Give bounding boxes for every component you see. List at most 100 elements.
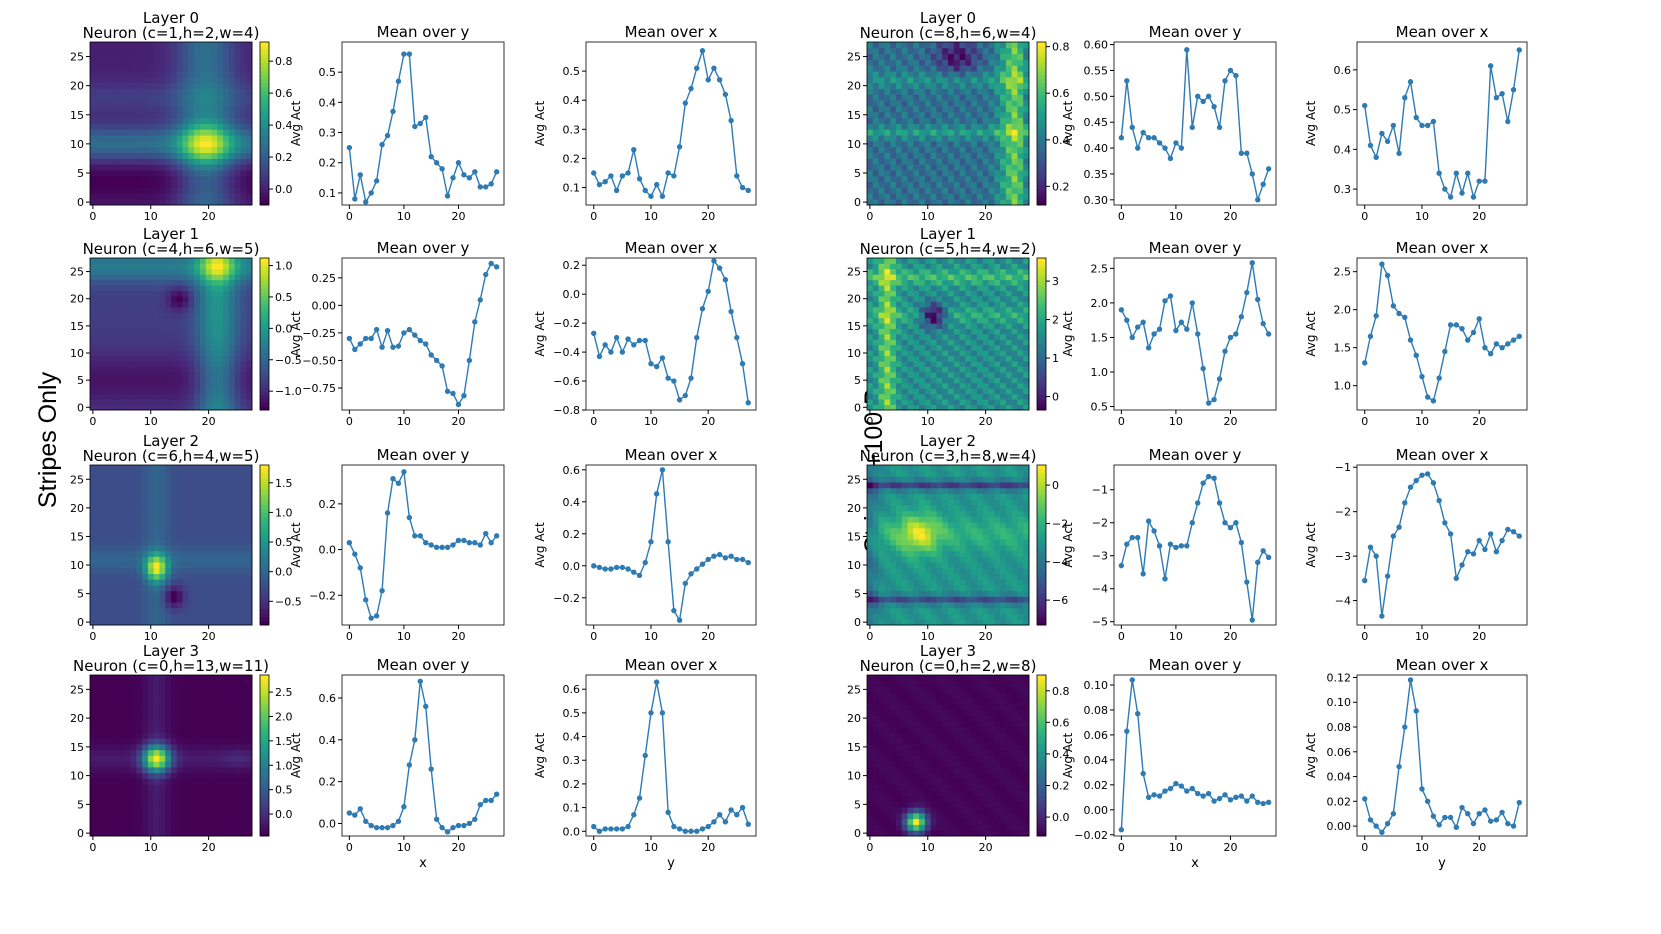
- heatmap-cell: [153, 516, 160, 523]
- heatmap-cell: [234, 350, 241, 357]
- heatmap-cell: [188, 499, 195, 506]
- heatmap-cell: [118, 123, 126, 130]
- heatmap-cell: [182, 470, 189, 477]
- heatmap-cell: [101, 117, 108, 124]
- heatmap-cell: [211, 619, 218, 626]
- heatmap-cell: [217, 487, 224, 494]
- colorbar-segment: [1037, 127, 1046, 133]
- heatmap-cell: [118, 573, 126, 580]
- heatmap-cell: [246, 807, 253, 814]
- heatmap-cell: [182, 567, 189, 574]
- heatmap-cell: [101, 377, 108, 384]
- heatmap-cell: [95, 749, 102, 756]
- heatmap-cell: [107, 505, 114, 512]
- heatmap-cell: [240, 117, 247, 124]
- heatmap-cell: [228, 76, 236, 84]
- heatmap-cell: [205, 334, 212, 340]
- heatmap-cell: [147, 738, 155, 745]
- heatmap-cell: [223, 487, 230, 494]
- heatmap-cell: [872, 388, 879, 395]
- heatmap-cell: [188, 193, 195, 200]
- heatmap-cell: [199, 579, 207, 586]
- heatmap-cell: [982, 164, 989, 171]
- heatmap-cell: [211, 71, 218, 78]
- heatmap-cell: [936, 399, 943, 405]
- heatmap-cell: [90, 274, 97, 281]
- heatmap-cell: [142, 399, 149, 405]
- heatmap-cell: [95, 499, 102, 506]
- heatmap-cell: [1000, 123, 1007, 130]
- heatmap-cell: [234, 556, 241, 563]
- heatmap-cell: [182, 193, 189, 200]
- heatmap-cell: [1017, 170, 1024, 177]
- heatmap-cell: [228, 818, 236, 825]
- heatmap-cell: [101, 567, 108, 574]
- heatmap-cell: [194, 482, 201, 489]
- heatmap-cell: [194, 539, 201, 546]
- heatmap-cell: [159, 732, 166, 739]
- heatmap-cell: [182, 312, 189, 319]
- heatmap-cell: [142, 715, 149, 722]
- heatmap-cell: [95, 703, 102, 710]
- heatmap-cell: [878, 399, 885, 405]
- heatmap-cell: [211, 493, 218, 500]
- colorbar-segment: [260, 402, 269, 407]
- heatmap-cell: [176, 675, 183, 682]
- heatmap-cell: [901, 146, 908, 154]
- heatmap-cell: [199, 158, 207, 165]
- heatmap-cell: [246, 813, 253, 820]
- heatmap-cell: [942, 377, 949, 384]
- heatmap-cell: [118, 795, 126, 802]
- heatmap-cell: [1023, 399, 1030, 405]
- colorbar-segment: [260, 372, 269, 377]
- colorbar-segment: [260, 747, 269, 752]
- colorbar-segment: [260, 353, 269, 358]
- data-point-mean-over-y-p1: [373, 326, 380, 333]
- data-point-mean-over-x-p3: [636, 795, 643, 801]
- heatmap-cell: [171, 42, 178, 49]
- heatmap-cell: [113, 527, 120, 534]
- heatmap-cell: [147, 76, 155, 84]
- heatmap-cell: [118, 516, 126, 523]
- heatmap-cell: [924, 117, 932, 124]
- heatmap-cell: [228, 824, 236, 831]
- heatmap-cell: [182, 487, 189, 494]
- heatmap-cell: [107, 818, 114, 825]
- heatmap-cell: [878, 135, 885, 142]
- heatmap-cell: [118, 129, 126, 136]
- data-point-mean-over-x-p0: [688, 85, 694, 92]
- heatmap-cell: [924, 170, 932, 177]
- heatmap-cell: [147, 790, 155, 797]
- heatmap-cell: [124, 263, 131, 270]
- heatmap-cell: [1023, 187, 1030, 194]
- colorbar-segment: [1037, 160, 1046, 165]
- heatmap-cell: [872, 129, 879, 136]
- heatmap-cell: [878, 393, 885, 400]
- data-point-mean-over-x-p4: [1516, 47, 1522, 53]
- data-point-mean-over-x-p1: [739, 360, 746, 367]
- heatmap-cell: [878, 181, 885, 188]
- heatmap-cell: [124, 772, 131, 779]
- colorbar-p1: [260, 258, 269, 411]
- heatmap-cell: [176, 499, 183, 506]
- data-point-mean-over-x-p1: [648, 360, 654, 367]
- heatmap-cell: [124, 732, 131, 739]
- heatmap-cell: [913, 181, 920, 188]
- heatmap-cell: [113, 170, 120, 177]
- data-point-mean-over-y-p0: [472, 169, 478, 175]
- heatmap-cell: [223, 813, 230, 820]
- data-point-mean-over-y-p0: [406, 51, 413, 57]
- heatmap-cell: [95, 146, 102, 154]
- heatmap-cell: [188, 88, 195, 95]
- heatmap-cell: [118, 164, 126, 171]
- heatmap-cell: [153, 301, 160, 308]
- heatmap-cell: [211, 573, 218, 580]
- heatmap-cell: [217, 619, 224, 626]
- heatmap-cell: [176, 778, 183, 785]
- data-point-mean-over-x-p0: [699, 48, 706, 54]
- heatmap-cell: [211, 675, 218, 682]
- heatmap-cell: [194, 732, 201, 739]
- heatmap-cell: [936, 117, 943, 124]
- data-point-mean-over-x-p4: [1362, 102, 1368, 109]
- colorbar-segment: [1037, 147, 1046, 153]
